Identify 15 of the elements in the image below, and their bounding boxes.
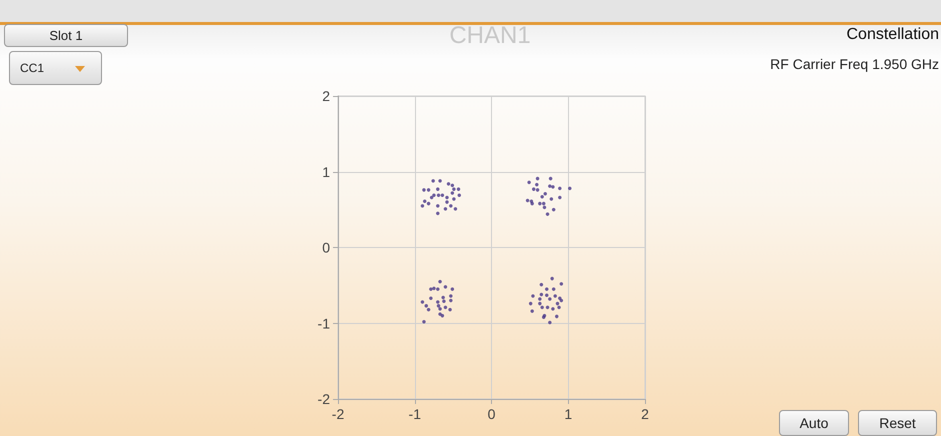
y-tick-label: 2 bbox=[322, 88, 330, 104]
text: Slot 1 bbox=[4, 24, 128, 47]
y-tick-label: -1 bbox=[318, 315, 330, 332]
x-tick-label: -1 bbox=[408, 406, 422, 422]
y-tick-label: 0 bbox=[322, 240, 330, 256]
x-tick-label: 2 bbox=[641, 406, 650, 422]
text: CC1 bbox=[9, 51, 102, 85]
text: Constellation bbox=[846, 26, 939, 44]
x-tick-label: 1 bbox=[564, 406, 572, 422]
text: Auto bbox=[779, 410, 849, 436]
y-tick-label: -2 bbox=[318, 391, 330, 407]
text: Reset bbox=[858, 410, 937, 436]
x-tick-label: 0 bbox=[488, 406, 496, 422]
text: RF Carrier Freq 1.950 GHz bbox=[770, 56, 939, 72]
y-tick-label: 1 bbox=[322, 164, 330, 180]
